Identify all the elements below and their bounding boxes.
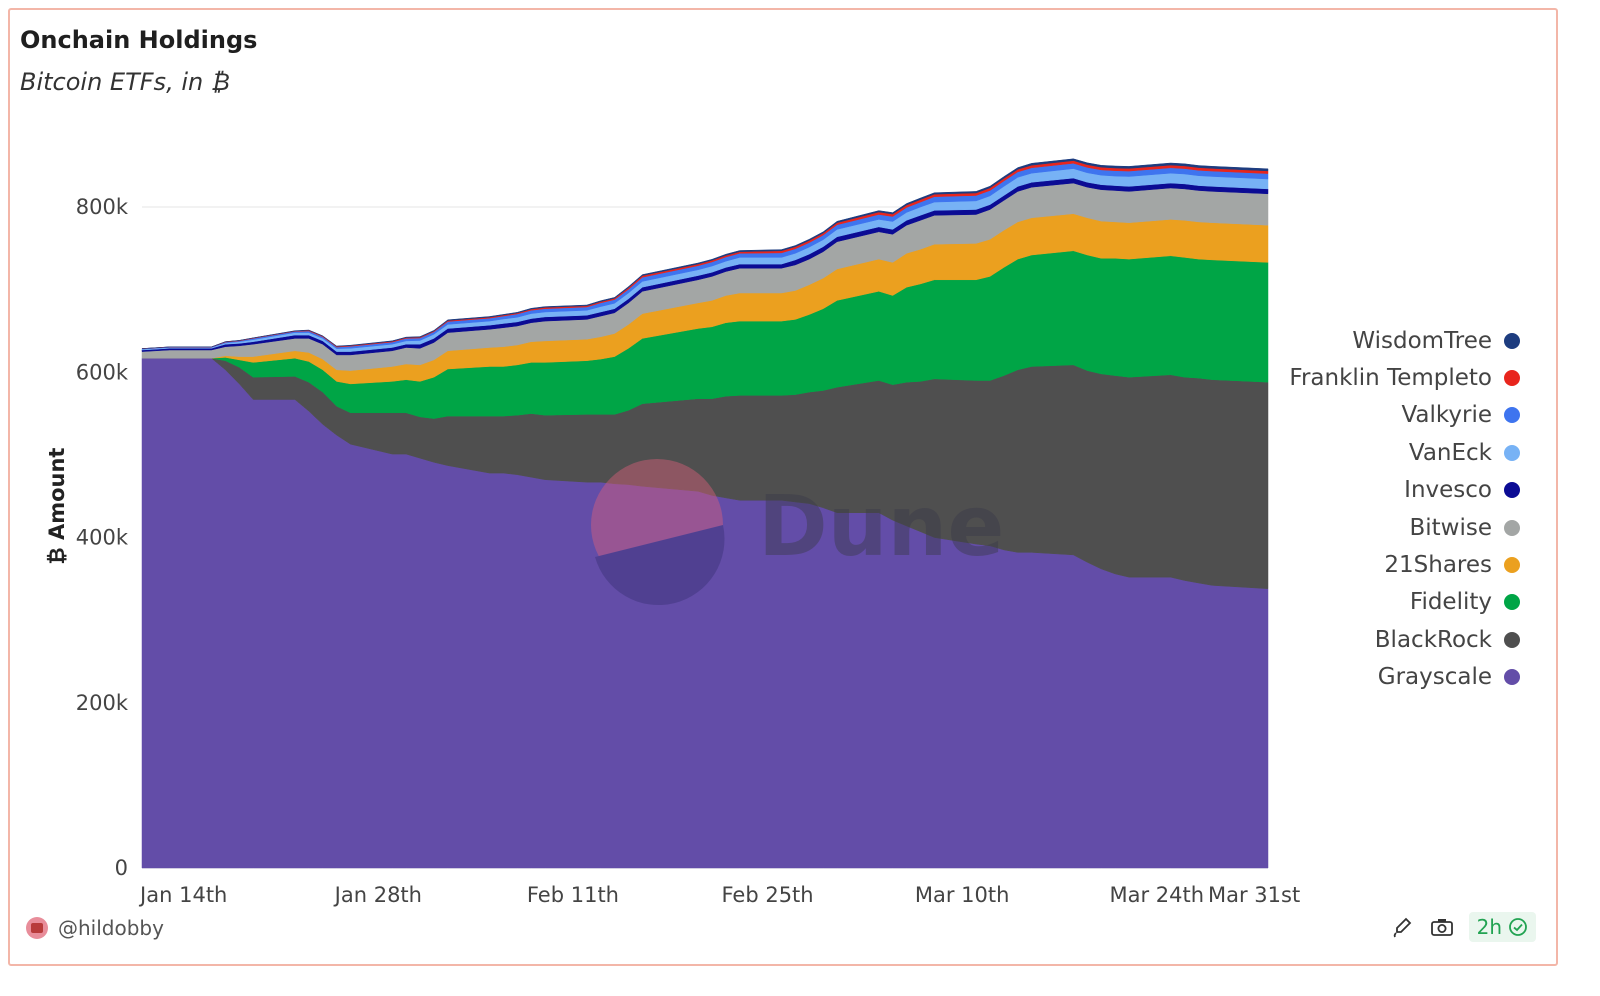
y-tick-label: 800k <box>76 195 129 219</box>
x-tick-label: Mar 10th <box>915 883 1010 907</box>
y-tick-label: 0 <box>115 856 128 880</box>
brush-icon[interactable] <box>1389 914 1415 940</box>
legend-item-fidelity[interactable]: Fidelity <box>1220 584 1520 621</box>
refresh-status-badge[interactable]: 2h <box>1468 912 1536 942</box>
legend-label: BlackRock <box>1374 626 1492 653</box>
legend-swatch <box>1504 444 1520 461</box>
x-tick-label: Jan 28th <box>333 883 422 907</box>
legend-label: Bitwise <box>1409 514 1492 541</box>
avatar <box>26 917 48 939</box>
camera-icon[interactable] <box>1429 914 1455 940</box>
legend-label: Valkyrie <box>1401 402 1492 429</box>
legend-swatch <box>1504 482 1520 499</box>
legend-item-wisdomtree[interactable]: WisdomTree <box>1220 322 1520 359</box>
legend-item-bitwise[interactable]: Bitwise <box>1220 509 1520 546</box>
legend-swatch <box>1504 407 1520 424</box>
legend-label: Franklin Templeto <box>1289 365 1492 392</box>
legend-label: VanEck <box>1408 439 1492 466</box>
chart-title: Onchain Holdings <box>20 26 258 54</box>
legend-item-vaneck[interactable]: VanEck <box>1220 434 1520 471</box>
legend-label: Invesco <box>1404 477 1492 504</box>
watermark-text: Dune <box>758 477 1004 575</box>
area-series-wisdomtree[interactable] <box>141 158 1269 349</box>
legend-item-franklin-templeto[interactable]: Franklin Templeto <box>1220 359 1520 396</box>
legend-item-valkyrie[interactable]: Valkyrie <box>1220 397 1520 434</box>
refresh-age: 2h <box>1476 915 1502 939</box>
author-username: @hildobby <box>58 916 164 940</box>
x-tick-label: Mar 24th <box>1110 883 1205 907</box>
x-tick-label: Feb 11th <box>527 883 619 907</box>
y-axis-label: ₿ Amount <box>45 448 69 565</box>
legend-item-blackrock[interactable]: BlackRock <box>1220 621 1520 658</box>
check-circle-icon <box>1509 918 1527 936</box>
legend-item-invesco[interactable]: Invesco <box>1220 472 1520 509</box>
chart-legend: WisdomTree Franklin Templeto Valkyrie VanEc… <box>1220 322 1520 696</box>
y-tick-label: 400k <box>76 526 129 550</box>
y-tick-label: 200k <box>76 691 129 715</box>
legend-swatch <box>1504 557 1520 574</box>
legend-swatch <box>1504 669 1520 686</box>
x-tick-label: Feb 25th <box>721 883 813 907</box>
legend-label: Fidelity <box>1409 589 1492 616</box>
legend-swatch <box>1504 631 1520 648</box>
watermark-logo-circle <box>591 459 723 591</box>
x-tick-label: Mar 31st <box>1208 883 1300 907</box>
legend-label: WisdomTree <box>1352 327 1492 354</box>
legend-swatch <box>1504 519 1520 536</box>
footer-toolbar: 2h <box>1389 912 1536 942</box>
legend-swatch <box>1504 332 1520 349</box>
legend-item-grayscale[interactable]: Grayscale <box>1220 659 1520 696</box>
legend-label: 21Shares <box>1384 552 1492 579</box>
legend-swatch <box>1504 594 1520 611</box>
y-tick-label: 600k <box>76 360 129 384</box>
legend-label: Grayscale <box>1377 664 1492 691</box>
legend-item-21shares[interactable]: 21Shares <box>1220 546 1520 583</box>
x-tick-label: Jan 14th <box>138 883 227 907</box>
author-credit[interactable]: @hildobby <box>26 916 164 940</box>
watermark-logo-slice <box>595 525 725 606</box>
chart-subtitle: Bitcoin ETFs, in ₿ <box>20 68 230 96</box>
legend-swatch <box>1504 370 1520 387</box>
dune-watermark: Dune <box>591 459 1004 606</box>
